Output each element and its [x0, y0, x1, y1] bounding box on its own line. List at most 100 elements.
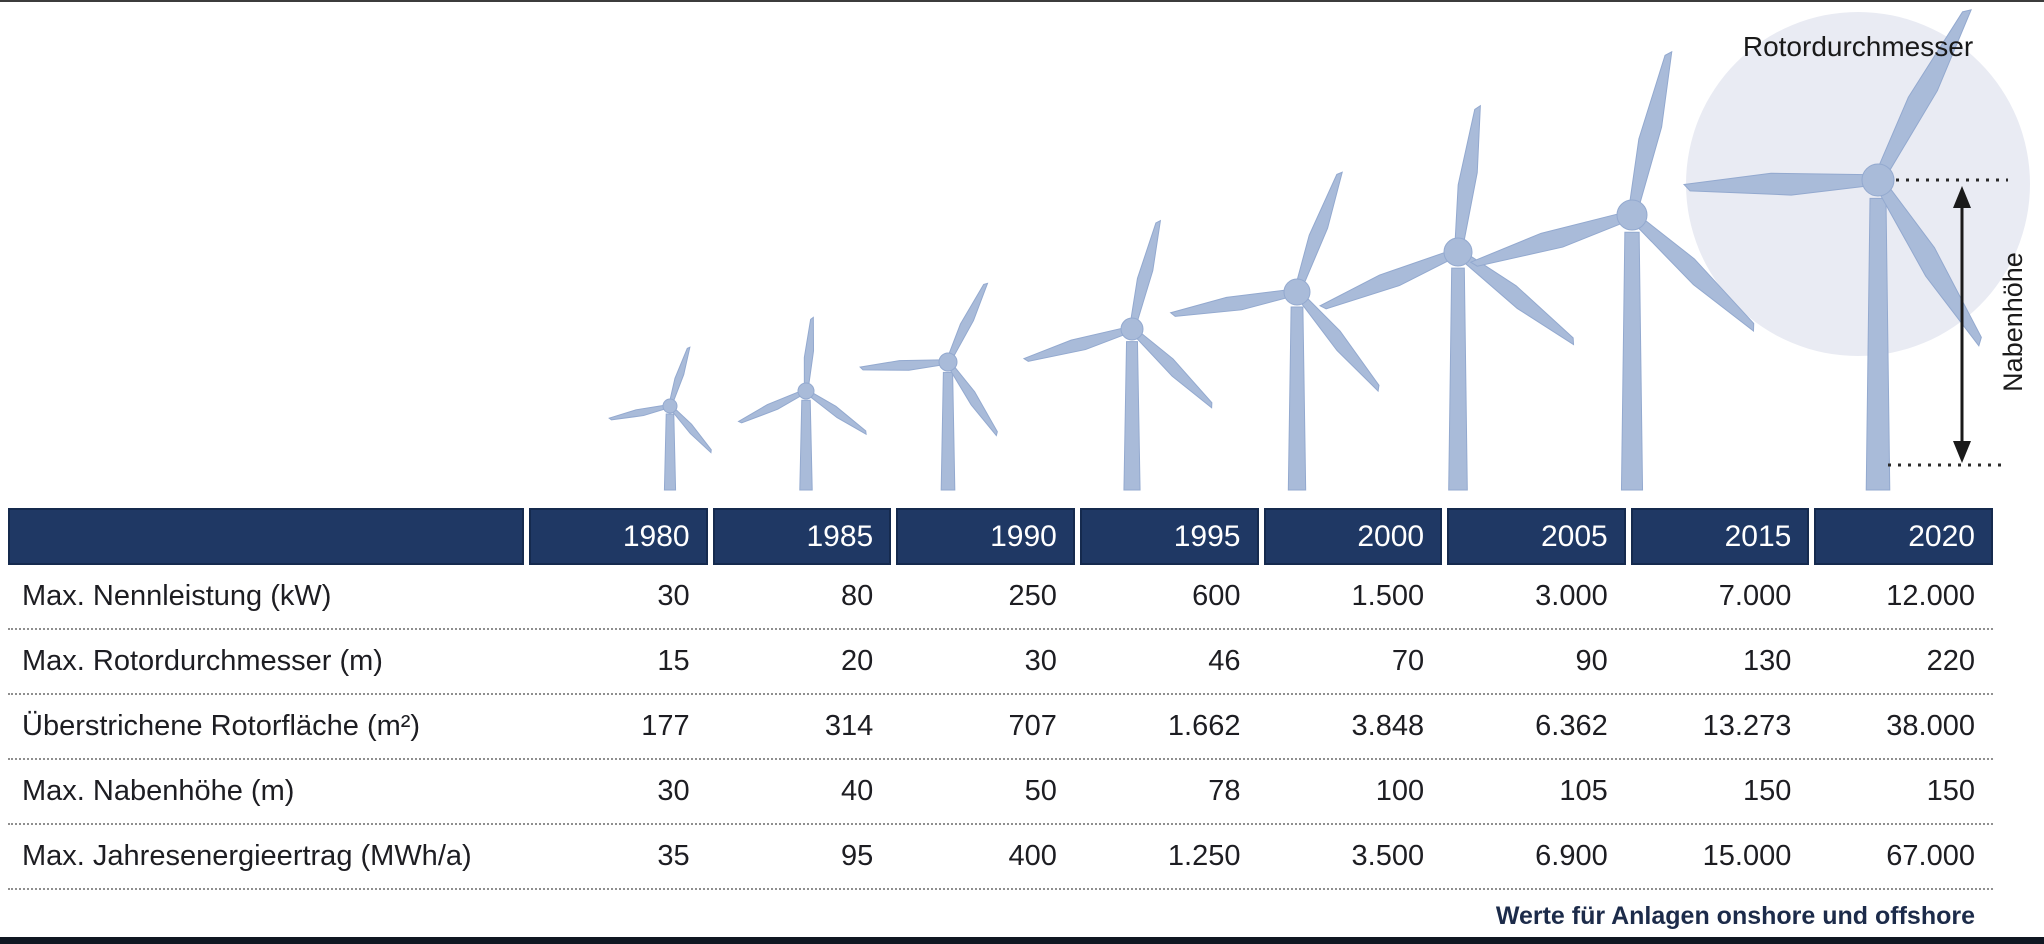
turbine-hub — [1283, 278, 1311, 306]
bottom-rule — [0, 937, 2044, 944]
turbine-blade — [809, 392, 867, 436]
wind-turbine-illustration-1985 — [737, 316, 867, 491]
value-cell: 12.000 — [1886, 580, 1975, 612]
value-cell: 78 — [1208, 775, 1241, 807]
value-cell: 707 — [1008, 710, 1057, 742]
value-cell: 177 — [641, 710, 690, 742]
value-cell: 30 — [1024, 645, 1057, 677]
row-label: Max. Jahresenergieertrag (MWh/a) — [22, 840, 472, 872]
turbine-blade — [1022, 327, 1126, 362]
rotor-diameter-label: Rotordurchmesser — [1743, 31, 1973, 62]
turbine-tower — [1865, 197, 1891, 491]
turbine-blade — [859, 359, 942, 371]
turbine-tower — [940, 371, 956, 491]
turbine-growth-illustration: Rotordurchmesser Nabenhöhe — [608, 9, 2030, 491]
table-row: Max. Rotordurchmesser (m) 15 20 30 46 70 90 130… — [8, 630, 1993, 695]
value-cell: 70 — [1391, 645, 1425, 677]
table-header-row: 1980 1985 1990 1995 2000 2005 2015 2020 — [8, 508, 1993, 565]
turbine-tower — [1620, 231, 1644, 491]
turbine-blade — [1130, 219, 1162, 322]
value-cell: 80 — [840, 580, 874, 612]
turbine-blade — [1135, 332, 1213, 409]
turbine-blade — [1169, 289, 1288, 317]
turbine-tower — [799, 399, 813, 491]
table-body: Max. Nennleistung (kW) 30 80 250 600 1.500 3.0… — [8, 565, 1993, 890]
turbine-blade — [669, 346, 691, 402]
turbine-blade — [1469, 213, 1623, 267]
year-header-2020: 2020 — [1814, 508, 1993, 565]
year-header-2015: 2015 — [1630, 508, 1810, 565]
value-cell: 6.900 — [1535, 840, 1608, 872]
wind-turbine-illustration-1995 — [1022, 219, 1213, 491]
turbine-hub — [797, 382, 815, 400]
year-header-1990: 1990 — [896, 508, 1075, 565]
turbine-hub — [1443, 237, 1473, 267]
hub-height-label: Nabenhöhe — [1998, 252, 2028, 392]
value-cell: 15.000 — [1702, 840, 1792, 872]
turbine-blade — [1463, 254, 1575, 346]
value-cell: 7.000 — [1718, 580, 1792, 612]
row-label: Max. Rotordurchmesser (m) — [22, 645, 383, 677]
wind-turbine-illustration-2005 — [1319, 104, 1575, 491]
turbine-blade — [948, 282, 989, 358]
wind-turbine-illustration-1980 — [608, 346, 712, 491]
value-cell: 105 — [1559, 775, 1608, 807]
value-cell: 35 — [657, 840, 690, 872]
value-cell: 150 — [1926, 775, 1975, 807]
turbine-tower — [1287, 306, 1307, 491]
value-cell: 15 — [657, 645, 690, 677]
value-cell: 40 — [840, 775, 874, 807]
hub-height-arrow-icon — [1953, 186, 1971, 463]
wind-turbine-illustration-2000 — [1169, 171, 1380, 491]
value-cell: 1.500 — [1351, 580, 1425, 612]
value-cell: 67.000 — [1886, 840, 1975, 872]
turbine-hub — [662, 398, 678, 414]
value-cell: 3.500 — [1351, 840, 1425, 872]
wind-turbine-illustration-2020 — [1682, 9, 1982, 491]
value-cell: 38.000 — [1886, 710, 1975, 742]
table-row: Überstrichene Rotorfläche (m²) 177 314 707 1… — [8, 695, 1993, 760]
value-cell: 13.273 — [1702, 710, 1792, 742]
turbine-blade — [1454, 104, 1481, 243]
value-cell: 1.250 — [1167, 840, 1241, 872]
turbine-hub — [1861, 163, 1895, 197]
year-header-1995: 1995 — [1079, 508, 1259, 565]
turbine-tower — [1123, 341, 1141, 491]
turbine-hub — [938, 352, 958, 372]
wind-turbine-illustration-1990 — [859, 282, 998, 491]
table-row: Max. Jahresenergieertrag (MWh/a) 35 95 400 1… — [8, 825, 1993, 890]
table-footnote: Werte für Anlagen onshore und offshore — [1495, 901, 1975, 930]
value-cell: 314 — [824, 710, 874, 742]
turbine-blade — [949, 365, 998, 437]
turbine-tower — [1448, 267, 1468, 491]
turbine-blade — [1300, 296, 1380, 393]
year-header-2005: 2005 — [1447, 508, 1626, 565]
value-cell: 3.848 — [1351, 710, 1425, 742]
value-cell: 100 — [1375, 775, 1425, 807]
turbine-blade — [737, 391, 802, 424]
row-label: Überstrichene Rotorfläche (m²) — [22, 710, 421, 742]
value-cell: 30 — [657, 775, 690, 807]
value-cell: 600 — [1192, 580, 1241, 612]
value-cell: 400 — [1008, 840, 1057, 872]
value-cell: 3.000 — [1535, 580, 1608, 612]
turbine-data-table: 1980 1985 1990 1995 2000 2005 2015 2020 Max. Ne… — [8, 508, 1993, 942]
value-cell: 250 — [1008, 580, 1057, 612]
row-label: Max. Nennleistung (kW) — [22, 580, 332, 612]
value-cell: 1.662 — [1167, 710, 1241, 742]
value-cell: 95 — [840, 840, 874, 872]
wind-turbine-illustration-2015 — [1469, 50, 1755, 491]
turbine-blade — [1319, 251, 1450, 310]
year-header-1985: 1985 — [712, 508, 892, 565]
table-header-label-cell — [8, 508, 524, 565]
value-cell: 150 — [1742, 775, 1792, 807]
value-cell: 90 — [1575, 645, 1608, 677]
value-cell: 50 — [1024, 775, 1057, 807]
turbine-blade — [803, 316, 815, 386]
value-cell: 220 — [1926, 645, 1975, 677]
value-cell: 46 — [1208, 645, 1241, 677]
year-header-2000: 2000 — [1263, 508, 1443, 565]
turbine-tower — [663, 413, 677, 491]
value-cell: 6.362 — [1535, 710, 1608, 742]
